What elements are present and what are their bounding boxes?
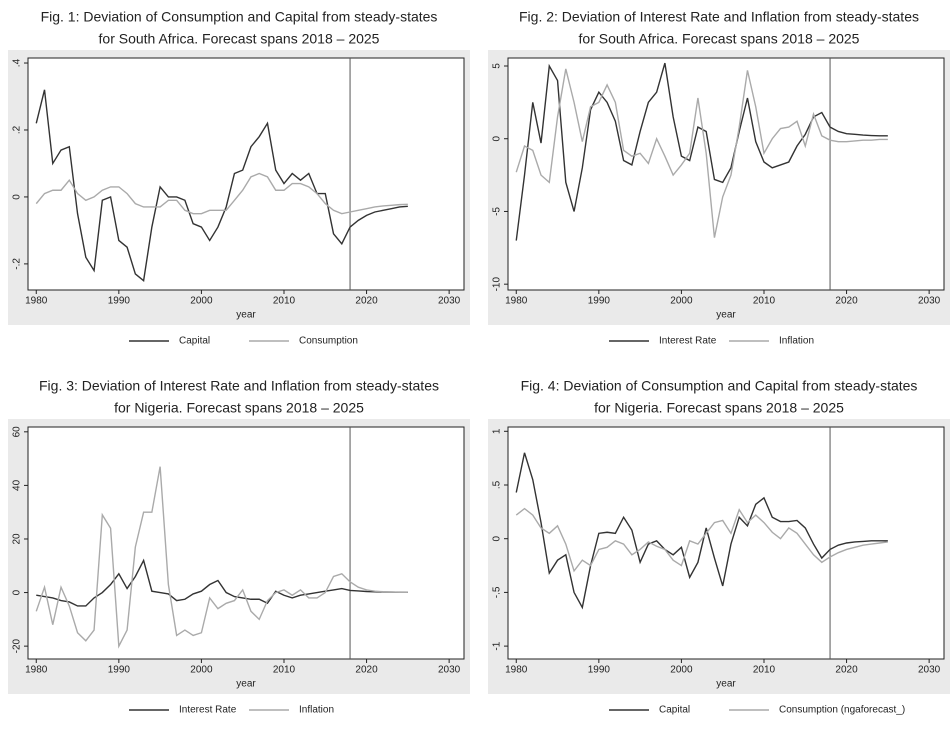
y-tick-label: 0 [12,194,23,200]
y-tick-label: .4 [12,58,23,67]
x-tick-label: 2030 [438,296,461,307]
chart-title: for Nigeria. Forecast spans 2018 – 2025 [594,400,844,416]
x-tick-label: 2020 [835,296,858,307]
y-tick-label: 5 [492,63,503,69]
plot-area [507,57,945,291]
legend-label: Capital [659,705,690,716]
chart-title: Fig. 1: Deviation of Consumption and Cap… [41,9,438,25]
x-tick-label: 1980 [505,665,528,676]
y-tick-label: 0 [12,589,23,595]
x-tick-label: 1990 [588,296,611,307]
x-axis-label: year [716,679,736,690]
x-tick-label: 2010 [753,296,776,307]
x-tick-label: 1990 [108,296,131,307]
legend-label: Interest Rate [659,336,717,347]
x-tick-label: 1980 [505,296,528,307]
y-tick-label: 0 [492,535,503,541]
x-tick-label: 2030 [918,296,941,307]
chart-title: Fig. 3: Deviation of Interest Rate and I… [39,378,439,394]
y-tick-label: -.5 [492,586,503,598]
plot-area [507,426,945,660]
series-line [35,172,408,215]
y-tick-label: 20 [12,533,23,545]
y-tick-label: -.2 [12,258,23,270]
x-tick-label: 2020 [355,665,378,676]
x-tick-label: 2020 [355,296,378,307]
legend-label: Inflation [299,705,334,716]
y-tick-label: 1 [492,428,503,434]
y-tick-label: .5 [492,480,503,489]
plot-area [27,426,465,660]
x-tick-label: 1980 [25,665,48,676]
x-tick-label: 2000 [190,296,213,307]
x-tick-label: 2010 [273,296,296,307]
x-tick-label: 1990 [108,665,131,676]
x-axis-label: year [716,310,736,321]
x-tick-label: 2020 [835,665,858,676]
x-tick-label: 2010 [273,665,296,676]
legend-label: Inflation [779,336,814,347]
x-tick-label: 1990 [588,665,611,676]
chart-title: for Nigeria. Forecast spans 2018 – 2025 [114,400,364,416]
legend-label: Consumption [299,336,358,347]
legend-label: Interest Rate [179,705,237,716]
legend-label: Capital [179,336,210,347]
y-tick-label: 40 [12,479,23,491]
chart-title: Fig. 4: Deviation of Consumption and Cap… [521,378,918,394]
series-line [36,558,408,607]
x-axis-label: year [236,310,256,321]
series-line [35,466,408,649]
x-tick-label: 2000 [670,296,693,307]
y-tick-label: 0 [492,136,503,142]
x-tick-label: 2010 [753,665,776,676]
series-line [35,89,408,282]
x-axis-label: year [236,679,256,690]
chart-title: for South Africa. Forecast spans 2018 – … [579,31,860,47]
x-tick-label: 2000 [190,665,213,676]
x-tick-label: 2000 [670,665,693,676]
y-tick-label: .2 [12,125,23,134]
x-tick-label: 2030 [438,665,461,676]
chart-title: Fig. 2: Deviation of Interest Rate and I… [519,9,919,25]
y-tick-label: -1 [492,641,503,650]
plot-area [27,57,465,291]
x-tick-label: 2030 [918,665,941,676]
series-line [515,68,888,238]
y-tick-label: -10 [492,277,503,292]
series-line [515,452,888,610]
chart-title: for South Africa. Forecast spans 2018 – … [99,31,380,47]
y-tick-label: -5 [492,207,503,216]
legend-label: Consumption (ngaforecast_) [779,705,905,716]
x-tick-label: 1980 [25,296,48,307]
y-tick-label: 60 [12,426,23,438]
series-line [515,507,888,573]
y-tick-label: -20 [12,638,23,653]
